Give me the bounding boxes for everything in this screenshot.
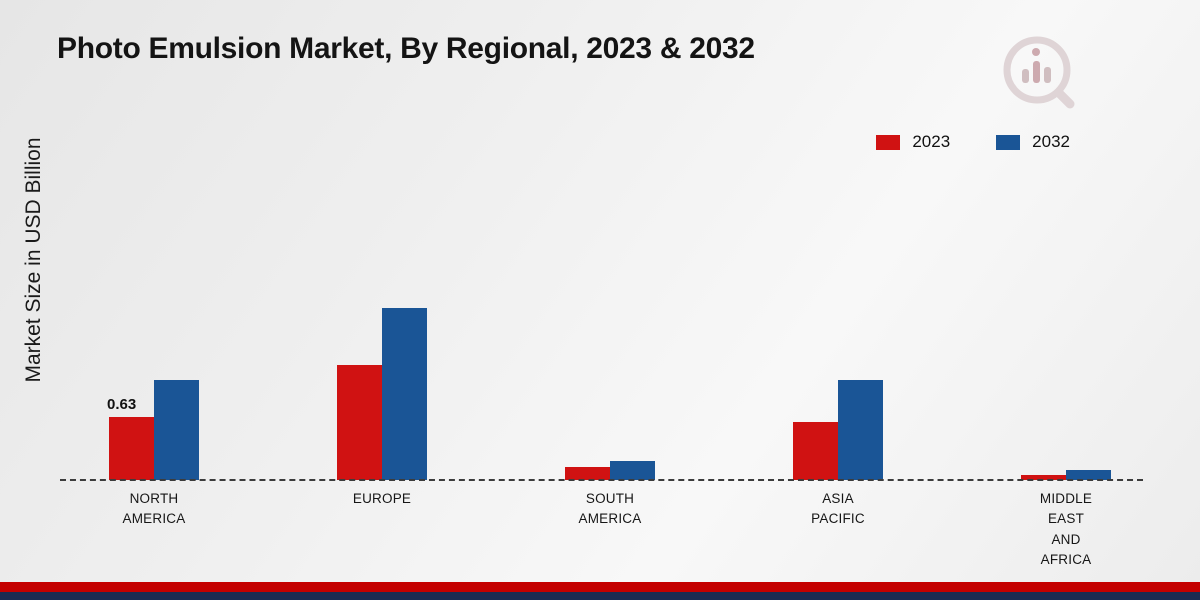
legend-swatch-2032 — [996, 134, 1021, 150]
bar-2023-category-3 — [793, 422, 838, 480]
x-axis-baseline — [60, 479, 1143, 481]
legend-item-2023: 2023 — [876, 132, 950, 152]
legend-item-2032: 2032 — [996, 132, 1070, 152]
bar-group-4 — [952, 200, 1180, 480]
legend-label-2032: 2032 — [1032, 132, 1070, 151]
category-label-1: EUROPE — [352, 491, 412, 506]
footer-navy-strip — [0, 592, 1200, 600]
bar-2032-category-0 — [154, 380, 199, 480]
bar-2023-category-1 — [337, 365, 382, 480]
bar-2032-category-1 — [382, 308, 427, 480]
chart-title: Photo Emulsion Market, By Regional, 2023… — [57, 32, 755, 65]
bar-2032-category-3 — [838, 380, 883, 480]
legend-swatch-2023 — [876, 134, 901, 150]
bar-group-1 — [268, 200, 496, 480]
footer-red-strip — [0, 582, 1200, 592]
bar-value-label: 0.63 — [107, 396, 137, 413]
plot-area: 0.63 — [40, 200, 1180, 480]
market-research-chart-magnifier-logo — [1003, 36, 1075, 109]
bar-group-3 — [724, 200, 952, 480]
category-label-0: NORTH AMERICA — [122, 491, 186, 527]
bar-group-0: 0.63 — [40, 200, 268, 480]
category-axis: NORTH AMERICA EUROPE SOUTH AMERICA ASIA PAC… — [40, 489, 1180, 570]
category-label-4: MIDDLE EAST AND AFRICA — [1039, 491, 1093, 567]
legend: 2023 2032 — [876, 132, 1070, 152]
bar-2023-category-0: 0.63 — [107, 396, 154, 480]
bar-2032-category-2 — [610, 461, 655, 480]
bar-group-2 — [496, 200, 724, 480]
bar-2023-category-4 — [1021, 475, 1066, 480]
bar-2023-category-2 — [565, 467, 610, 480]
category-label-2: SOUTH AMERICA — [578, 491, 642, 527]
bar-2032-category-4 — [1066, 470, 1111, 480]
category-label-3: ASIA PACIFIC — [811, 491, 865, 527]
legend-label-2023: 2023 — [912, 132, 951, 151]
